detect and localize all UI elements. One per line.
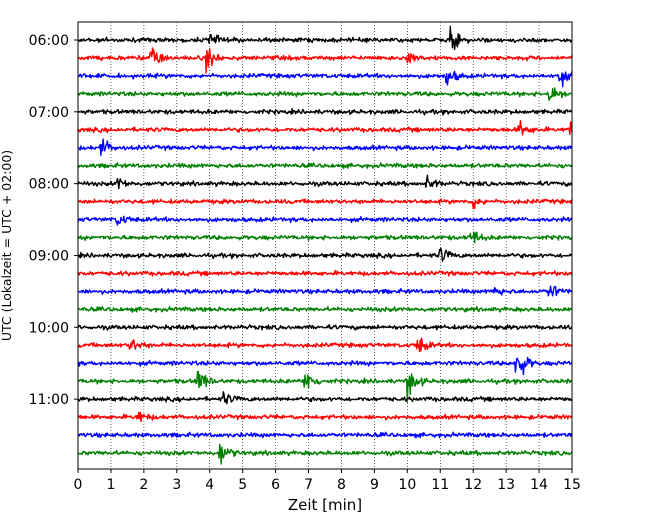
x-axis-label: Zeit [min] — [288, 496, 362, 514]
x-tick-label: 8 — [337, 477, 346, 493]
x-tick-label: 5 — [238, 477, 247, 493]
plot-frame — [77, 21, 573, 470]
x-tick-label: 6 — [271, 477, 280, 493]
x-tick-label: 15 — [563, 477, 581, 493]
y-tick-label: 07:00 — [29, 105, 69, 121]
seismic-trace — [77, 324, 573, 331]
x-tick-label: 14 — [530, 477, 548, 493]
seismic-trace — [77, 119, 573, 136]
seismic-trace — [77, 391, 573, 405]
x-tick-label: 9 — [370, 477, 379, 493]
seismic-trace — [77, 70, 573, 88]
seismic-trace — [77, 285, 573, 297]
x-tick-label: 11 — [431, 477, 449, 493]
seismic-trace — [77, 87, 573, 101]
y-axis: 06:00 07:00 08:00 09:00 10:00 11:00 — [29, 33, 78, 408]
seismic-trace — [77, 305, 573, 313]
y-tick-label: 09:00 — [29, 248, 69, 264]
x-tick-label: 1 — [106, 477, 115, 493]
x-tick-label: 3 — [172, 477, 181, 493]
trace-group — [77, 25, 573, 465]
seismic-trace — [77, 47, 573, 74]
seismic-trace — [77, 269, 573, 277]
x-tick-label: 7 — [304, 477, 313, 493]
x-tick-label: 4 — [205, 477, 214, 493]
seismic-trace — [77, 138, 573, 157]
seismic-trace — [77, 431, 573, 439]
seismic-trace — [77, 174, 573, 190]
seismic-trace — [77, 247, 572, 262]
seismic-trace — [77, 370, 573, 403]
x-tick-label: 12 — [464, 477, 482, 493]
y-tick-label: 08:00 — [29, 177, 69, 193]
x-tick-label: 0 — [74, 477, 83, 493]
seismic-trace — [77, 198, 573, 210]
seismic-trace — [77, 356, 573, 376]
y-tick-label: 11:00 — [29, 392, 69, 408]
seismic-trace — [77, 411, 573, 423]
y-tick-label: 06:00 — [29, 33, 69, 49]
seismic-trace — [77, 108, 573, 116]
seismic-trace — [77, 231, 573, 244]
x-tick-label: 2 — [139, 477, 148, 493]
seismic-trace — [77, 215, 573, 226]
seismic-trace — [77, 25, 573, 51]
x-axis: 0 1 2 3 4 5 6 7 8 9 10 11 12 13 14 15 — [74, 469, 581, 493]
seismic-trace — [77, 337, 573, 353]
seismic-trace — [77, 162, 573, 170]
x-tick-label: 10 — [398, 477, 416, 493]
y-tick-label: 10:00 — [29, 320, 69, 336]
y-axis-label: UTC (Lokalzeit = UTC + 02:00) — [0, 150, 14, 341]
x-tick-label: 13 — [497, 477, 515, 493]
seismic-trace — [77, 443, 573, 465]
